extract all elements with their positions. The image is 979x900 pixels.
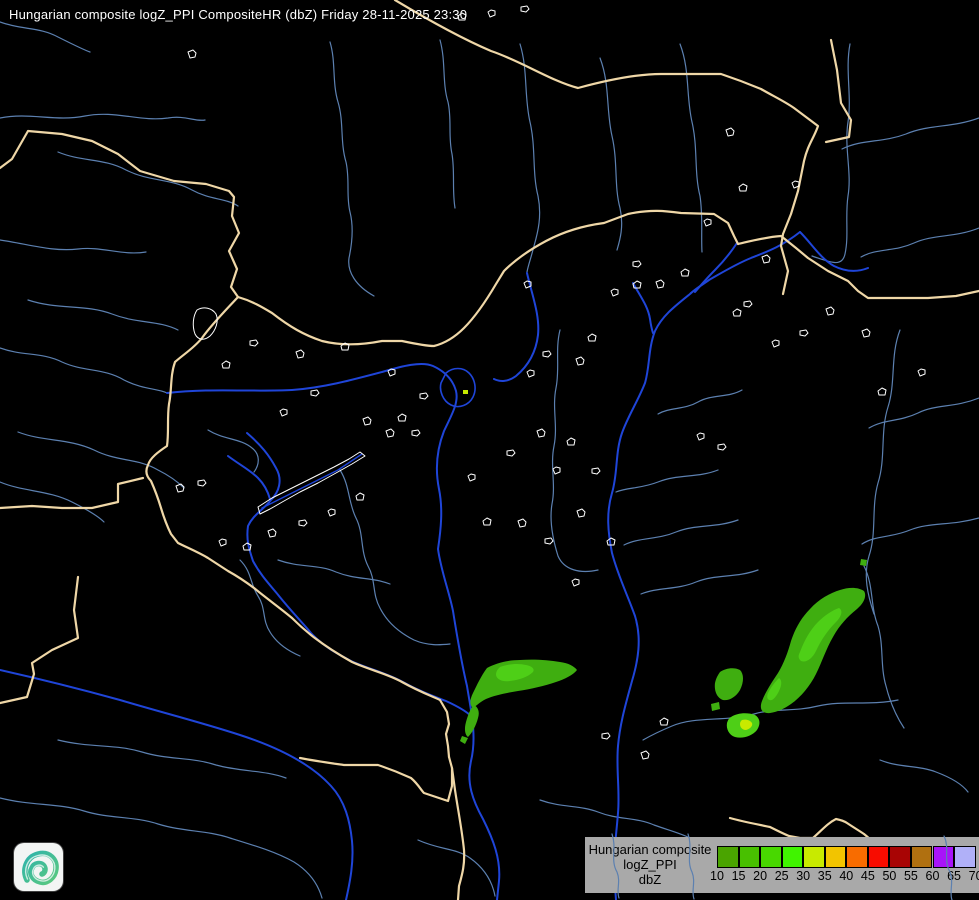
legend-unit: dbZ	[638, 872, 662, 887]
legend-cell	[932, 846, 955, 868]
minor-rivers	[0, 21, 979, 899]
legend-product: Hungarian composite	[588, 842, 712, 857]
legend-cell	[738, 846, 761, 868]
lake-ferto	[192, 307, 218, 340]
legend-parameter: logZ_PPI	[623, 857, 677, 872]
legend-cell	[803, 846, 825, 868]
legend-tick: 55	[903, 869, 918, 883]
legend-cell	[781, 846, 804, 868]
echo-southeast-core	[798, 608, 842, 662]
legend-tick: 65	[947, 869, 961, 883]
river-sava	[0, 669, 354, 900]
echo-speck-east	[860, 559, 867, 566]
legend-tick: 50	[882, 869, 897, 883]
legend-cell	[717, 846, 739, 868]
budapest-outline	[439, 367, 476, 408]
radar-echoes	[460, 390, 867, 744]
river-danube	[166, 362, 501, 900]
legend-cell	[954, 846, 976, 868]
legend-panel: Hungarian composite logZ_PPI dbZ 10 15 20 2…	[585, 837, 979, 893]
legend-tick: 60	[925, 869, 940, 883]
swirl-logo-icon	[22, 850, 59, 886]
settlement-outlines	[175, 5, 926, 760]
legend-cell	[867, 846, 890, 868]
echo-south-central-tail	[464, 705, 479, 737]
echo-south-central-core	[496, 663, 534, 682]
map-title: Hungarian composite logZ_PPI CompositeHR…	[9, 7, 468, 22]
legend-tick: 45	[860, 869, 875, 883]
legend-tick: 10	[710, 869, 724, 883]
legend-text-block: Hungarian composite logZ_PPI dbZ	[585, 842, 715, 887]
echo-speck-central	[463, 390, 468, 394]
legend-tick: 20	[753, 869, 768, 883]
legend-tick: 40	[839, 869, 854, 883]
echo-southeast-core2	[767, 678, 782, 701]
legend-tick: 25	[774, 869, 789, 883]
legend-tick: 70	[968, 869, 979, 883]
legend-cell	[846, 846, 868, 868]
legend-tick: 15	[731, 869, 746, 883]
border-hungary-north	[236, 209, 979, 348]
lake-balaton	[257, 451, 366, 515]
legend-tick: 30	[796, 869, 811, 883]
legend-cell	[910, 846, 933, 868]
border-hungary-west	[145, 295, 451, 759]
echo-south-central-tail2	[460, 736, 468, 744]
legend-cell	[760, 846, 782, 868]
legend-cell	[889, 846, 911, 868]
echo-southeast-west-bit	[711, 702, 720, 711]
echo-southeast-south-core	[740, 719, 753, 730]
legend-cell	[824, 846, 847, 868]
provider-logo	[14, 843, 63, 891]
legend-tick: 35	[817, 869, 832, 883]
echo-southeast-west-cell	[714, 668, 743, 701]
